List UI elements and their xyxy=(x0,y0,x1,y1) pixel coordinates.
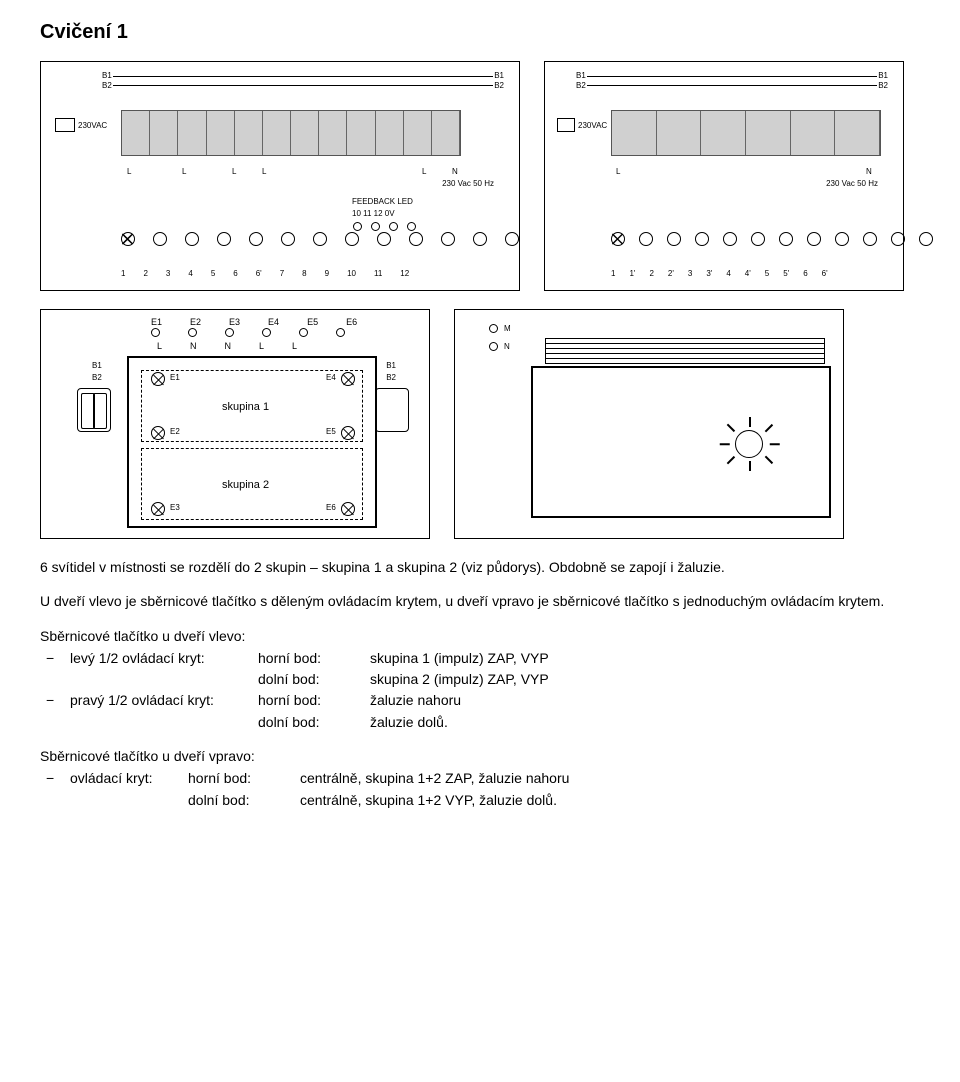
page-title: Cvičení 1 xyxy=(40,18,920,47)
ro-1: 1 xyxy=(611,268,615,280)
paragraph-1: 6 svítidel v místnosti se rozdělí do 2 s… xyxy=(40,557,920,577)
l1m1: horní bod: xyxy=(258,648,370,668)
ln3: N xyxy=(225,340,232,353)
label-volt: 230 Vac 50 Hz xyxy=(441,178,495,190)
out-1: 1 xyxy=(121,268,125,280)
label-b2-r: B2 xyxy=(493,80,505,92)
out-8: 8 xyxy=(302,268,306,280)
out-9: 9 xyxy=(325,268,329,280)
ro-5: 5 xyxy=(765,268,769,280)
label-Lr: L xyxy=(615,166,621,178)
label-L2: L xyxy=(181,166,187,178)
dash: − xyxy=(44,768,70,788)
out-6b: 6' xyxy=(256,268,262,280)
label-acr: 230VAC xyxy=(577,120,608,132)
bus-l: B1 B2 xyxy=(91,360,103,383)
r1m1: horní bod: xyxy=(188,768,300,788)
l2r1: žaluzie nahoru xyxy=(370,690,920,710)
label-voltr: 230 Vac 50 Hz xyxy=(825,178,879,190)
diagram-row-top: B1 B2 B1 B2 230VAC L L L L L N 230 Vac 5… xyxy=(40,61,920,291)
diagram-window-blind: M N xyxy=(454,309,844,539)
ln4: L xyxy=(259,340,264,353)
switch-right xyxy=(375,388,409,432)
e6: E6 xyxy=(346,316,357,329)
label-b2rr: B2 xyxy=(877,80,889,92)
label-N: N xyxy=(451,166,459,178)
ro-6: 6 xyxy=(803,268,807,280)
ce5: E5 xyxy=(325,426,337,438)
switch-left xyxy=(77,388,111,432)
out-5: 5 xyxy=(211,268,215,280)
ce2: E2 xyxy=(169,426,181,438)
ce1: E1 xyxy=(169,372,181,384)
list-left-header: Sběrnicové tlačítko u dveří vlevo: xyxy=(40,626,920,646)
right-label-1: ovládací kryt: xyxy=(70,768,188,788)
out-12: 12 xyxy=(400,268,409,280)
list-right: − ovládací kryt: horní bod: centrálně, s… xyxy=(44,768,920,810)
label-b2r: B2 xyxy=(575,80,587,92)
ro-6b: 6' xyxy=(822,268,828,280)
diagram-din-outputs: B1 B2 B1 B2 230VAC L L L L L N 230 Vac 5… xyxy=(40,61,520,291)
dash: − xyxy=(44,690,70,710)
diagram-room-plan: E1 E2 E3 E4 E5 E6 L N N L L B1 B2 xyxy=(40,309,430,539)
ro-2: 2 xyxy=(649,268,653,280)
l1m2: dolní bod: xyxy=(258,669,370,689)
label-L1: L xyxy=(126,166,132,178)
diagram-row-middle: E1 E2 E3 E4 E5 E6 L N N L L B1 B2 xyxy=(40,309,920,539)
l2m2: dolní bod: xyxy=(258,712,370,732)
label-L5: L xyxy=(421,166,427,178)
ro-5b: 5' xyxy=(783,268,789,280)
label-fb: FEEDBACK LED xyxy=(351,196,414,208)
ro-4: 4 xyxy=(726,268,730,280)
out-2: 2 xyxy=(143,268,147,280)
ce4: E4 xyxy=(325,372,337,384)
list-left: − levý 1/2 ovládací kryt: horní bod: sku… xyxy=(44,648,920,732)
group2: skupina 2 xyxy=(221,478,270,494)
ro-1b: 1' xyxy=(629,268,635,280)
left-label-2: pravý 1/2 ovládací kryt: xyxy=(70,690,258,710)
ro-4b: 4' xyxy=(745,268,751,280)
ro-2b: 2' xyxy=(668,268,674,280)
ce6: E6 xyxy=(325,502,337,514)
label-n: N xyxy=(503,341,511,353)
l2r2: žaluzie dolů. xyxy=(370,712,920,732)
out-11: 11 xyxy=(374,268,382,280)
r1r1: centrálně, skupina 1+2 ZAP, žaluzie naho… xyxy=(300,768,920,788)
label-m: M xyxy=(503,323,512,335)
l1r1: skupina 1 (impulz) ZAP, VYP xyxy=(370,648,920,668)
label-fb-nums: 10 11 12 0V xyxy=(351,208,396,220)
list-right-header: Sběrnicové tlačítko u dveří vpravo: xyxy=(40,746,920,766)
l1r2: skupina 2 (impulz) ZAP, VYP xyxy=(370,669,920,689)
ln2: N xyxy=(190,340,197,353)
ce3: E3 xyxy=(169,502,181,514)
l2m1: horní bod: xyxy=(258,690,370,710)
group1: skupina 1 xyxy=(221,400,270,416)
label-b2: B2 xyxy=(101,80,113,92)
r1m2: dolní bod: xyxy=(188,790,300,810)
out-3: 3 xyxy=(166,268,170,280)
dash: − xyxy=(44,648,70,668)
r1r2: centrálně, skupina 1+2 VYP, žaluzie dolů… xyxy=(300,790,920,810)
left-label-1: levý 1/2 ovládací kryt: xyxy=(70,648,258,668)
label-L3: L xyxy=(231,166,237,178)
out-10: 10 xyxy=(347,268,356,280)
ro-3: 3 xyxy=(688,268,692,280)
out-6: 6 xyxy=(233,268,237,280)
out-7: 7 xyxy=(280,268,284,280)
diagram-din-blinds: B1 B2 B1 B2 230VAC L N 230 Vac 50 Hz 1 1… xyxy=(544,61,904,291)
ln1: L xyxy=(157,340,162,353)
bus-r: B1 B2 xyxy=(385,360,397,383)
label-ac: 230VAC xyxy=(77,120,108,132)
out-4: 4 xyxy=(188,268,192,280)
paragraph-2: U dveří vlevo je sběrnicové tlačítko s d… xyxy=(40,591,920,611)
ln5: L xyxy=(292,340,297,353)
ro-3b: 3' xyxy=(706,268,712,280)
label-L4: L xyxy=(261,166,267,178)
label-Nr: N xyxy=(865,166,873,178)
